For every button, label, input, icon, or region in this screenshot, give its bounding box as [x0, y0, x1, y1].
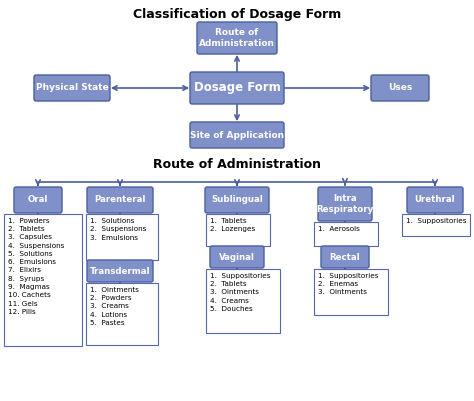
Text: Transdermal: Transdermal: [90, 267, 150, 275]
Text: Dosage Form: Dosage Form: [193, 81, 281, 95]
FancyBboxPatch shape: [210, 246, 264, 268]
FancyBboxPatch shape: [206, 214, 270, 246]
FancyBboxPatch shape: [86, 214, 158, 260]
FancyBboxPatch shape: [4, 214, 82, 346]
FancyBboxPatch shape: [402, 214, 470, 236]
FancyBboxPatch shape: [371, 75, 429, 101]
FancyBboxPatch shape: [86, 283, 158, 345]
Text: Site of Application: Site of Application: [190, 130, 284, 140]
FancyBboxPatch shape: [407, 187, 463, 213]
FancyBboxPatch shape: [314, 222, 378, 246]
FancyBboxPatch shape: [197, 22, 277, 54]
Text: 1.  Powders
2.  Tablets
3.  Capsules
4.  Suspensions
5.  Solutions
6.  Emulsions: 1. Powders 2. Tablets 3. Capsules 4. Sus…: [8, 218, 64, 315]
Text: Rectal: Rectal: [330, 253, 360, 261]
Text: Route of
Administration: Route of Administration: [199, 28, 275, 48]
FancyBboxPatch shape: [87, 187, 153, 213]
FancyBboxPatch shape: [87, 260, 153, 282]
FancyBboxPatch shape: [190, 122, 284, 148]
Text: 1.  Solutions
2.  Suspensions
3.  Emulsions: 1. Solutions 2. Suspensions 3. Emulsions: [90, 218, 146, 241]
Text: Intra
Respiratory: Intra Respiratory: [316, 194, 374, 214]
FancyBboxPatch shape: [14, 187, 62, 213]
Text: 1.  Suppositories: 1. Suppositories: [406, 218, 466, 224]
FancyBboxPatch shape: [205, 187, 269, 213]
FancyBboxPatch shape: [318, 187, 372, 221]
Text: Classification of Dosage Form: Classification of Dosage Form: [133, 8, 341, 21]
Text: Uses: Uses: [388, 83, 412, 93]
FancyBboxPatch shape: [34, 75, 110, 101]
Text: Route of Administration: Route of Administration: [153, 158, 321, 171]
Text: Urethral: Urethral: [415, 196, 456, 205]
Text: 1.  Suppositories
2.  Tablets
3.  Ointments
4.  Creams
5.  Douches: 1. Suppositories 2. Tablets 3. Ointments…: [210, 273, 271, 312]
Text: 1.  Aerosols: 1. Aerosols: [318, 226, 360, 232]
Text: 1.  Tablets
2.  Lozenges: 1. Tablets 2. Lozenges: [210, 218, 255, 232]
Text: Parenteral: Parenteral: [94, 196, 146, 205]
FancyBboxPatch shape: [190, 72, 284, 104]
Text: 1.  Ointments
2.  Powders
3.  Creams
4.  Lotions
5.  Pastes: 1. Ointments 2. Powders 3. Creams 4. Lot…: [90, 287, 139, 326]
Text: Oral: Oral: [28, 196, 48, 205]
FancyBboxPatch shape: [321, 246, 369, 268]
Text: Sublingual: Sublingual: [211, 196, 263, 205]
Text: 1.  Suppositories
2.  Enemas
3.  Ointments: 1. Suppositories 2. Enemas 3. Ointments: [318, 273, 379, 296]
FancyBboxPatch shape: [206, 269, 280, 333]
Text: Physical State: Physical State: [36, 83, 109, 93]
FancyBboxPatch shape: [314, 269, 388, 315]
Text: Vaginal: Vaginal: [219, 253, 255, 261]
